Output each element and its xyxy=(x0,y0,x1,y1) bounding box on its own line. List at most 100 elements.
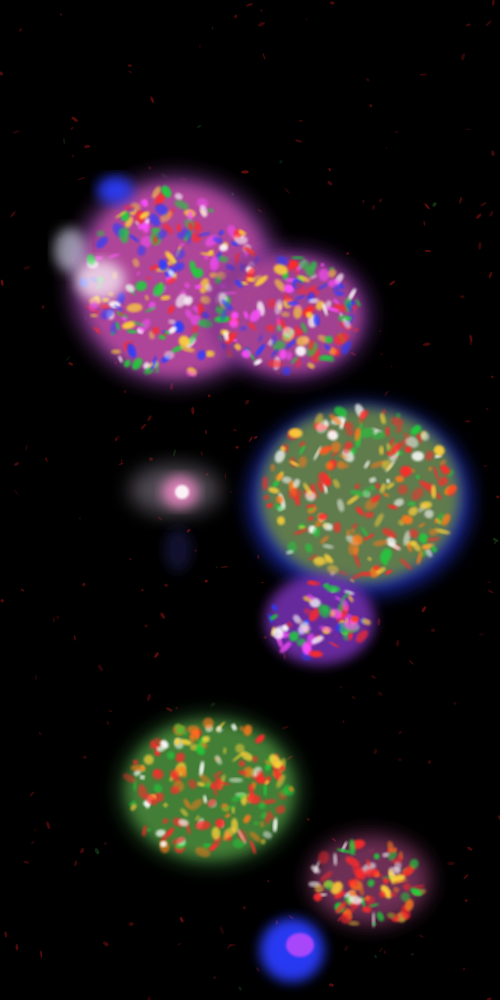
fluorescence-speck xyxy=(271,334,277,345)
fluorescence-speck xyxy=(289,460,300,467)
background-speck xyxy=(211,26,214,30)
fluorescence-speck xyxy=(115,210,127,219)
fluorescence-speck xyxy=(180,808,189,817)
fluorescence-speck xyxy=(288,488,302,500)
background-speck xyxy=(377,618,381,626)
fluorescence-speck xyxy=(230,311,239,320)
fluorescence-speck xyxy=(308,650,323,658)
background-speck xyxy=(385,147,388,150)
fluorescence-speck xyxy=(308,298,319,304)
background-speck xyxy=(233,428,237,432)
background-speck xyxy=(0,599,4,603)
fluorescence-speck xyxy=(228,777,243,783)
fluorescence-speck xyxy=(174,192,183,201)
fluorescence-speck xyxy=(303,482,312,496)
background-speck xyxy=(79,517,81,520)
fluorescence-speck xyxy=(219,243,229,252)
fluorescence-speck xyxy=(160,739,169,749)
background-speck xyxy=(191,407,195,415)
fluorescence-speck xyxy=(195,745,205,755)
background-speck xyxy=(44,457,48,462)
fluorescence-speck xyxy=(243,246,257,257)
background-speck xyxy=(147,996,151,1000)
fluorescence-speck xyxy=(202,843,212,849)
fluorescence-speck xyxy=(248,783,255,799)
background-speck xyxy=(149,457,153,461)
fluorescence-speck xyxy=(328,347,337,356)
background-speck xyxy=(421,606,427,613)
fluorescence-speck xyxy=(205,283,213,292)
background-speck xyxy=(461,53,465,61)
fluorescence-speck xyxy=(146,828,151,832)
fluorescence-speck xyxy=(269,613,278,621)
fluorescence-speck xyxy=(400,892,411,902)
fluorescence-speck xyxy=(379,483,386,494)
background-speck xyxy=(245,399,250,405)
fluorescence-speck xyxy=(237,229,247,236)
fluorescence-speck xyxy=(353,545,359,556)
background-speck xyxy=(465,128,472,131)
fluorescence-speck xyxy=(334,406,348,418)
background-speck xyxy=(295,139,303,143)
fluorescence-speck xyxy=(174,200,190,210)
fluorescence-speck xyxy=(337,498,345,512)
fluorescence-speck xyxy=(183,798,191,809)
fluorescence-speck xyxy=(252,755,259,763)
fluorescence-speck xyxy=(116,292,126,305)
fluorescence-speck xyxy=(180,345,195,353)
background-speck xyxy=(154,652,159,658)
fluorescence-speck xyxy=(395,475,405,483)
fluorescence-speck xyxy=(258,801,266,809)
fluorescence-speck xyxy=(225,264,236,271)
background-speck xyxy=(77,177,86,181)
background-speck xyxy=(369,104,373,108)
fluorescence-speck xyxy=(163,802,168,808)
fluorescence-speck xyxy=(346,303,354,313)
fluorescence-speck xyxy=(235,743,245,754)
fluorescence-speck xyxy=(399,558,412,570)
fluorescence-speck xyxy=(137,784,148,799)
background-speck xyxy=(82,582,86,587)
fluorescence-speck xyxy=(195,820,211,831)
fluorescence-speck xyxy=(166,277,177,284)
fluorescence-speck xyxy=(122,321,136,330)
fluorescence-speck xyxy=(260,811,268,819)
fluorescence-speck xyxy=(411,487,424,501)
fluorescence-speck xyxy=(318,625,333,633)
fluorescence-speck xyxy=(144,294,150,301)
background-speck xyxy=(140,423,147,430)
background-speck xyxy=(103,841,108,845)
fluorescence-speck xyxy=(233,228,239,239)
fluorescence-speck xyxy=(318,268,330,281)
fluorescence-speck xyxy=(151,355,157,370)
background-speck xyxy=(19,28,22,32)
fluorescence-speck xyxy=(207,798,216,808)
fluorescence-speck xyxy=(255,343,265,357)
background-speck xyxy=(129,558,132,560)
background-speck xyxy=(327,180,333,186)
fluorescence-speck xyxy=(270,348,279,358)
fluorescence-speck xyxy=(215,818,225,829)
fluorescence-speck xyxy=(214,755,222,765)
fluorescence-speck xyxy=(137,245,146,256)
background-speck xyxy=(118,463,124,465)
background-speck xyxy=(41,305,45,309)
background-speck xyxy=(432,202,437,207)
fluorescence-speck xyxy=(217,271,227,280)
fluorescence-speck xyxy=(340,591,350,602)
fluorescence-speck xyxy=(282,366,291,376)
background-speck xyxy=(483,465,488,468)
fluorescence-speck xyxy=(121,316,127,322)
fluorescence-speck xyxy=(410,887,422,896)
fluorescence-speck xyxy=(386,482,395,490)
fluorescence-speck xyxy=(308,339,315,351)
background-speck xyxy=(147,415,152,422)
background-speck xyxy=(496,495,500,499)
fluorescence-speck xyxy=(252,275,263,281)
fluorescence-speck xyxy=(295,345,307,357)
fluorescence-speck xyxy=(297,275,311,283)
fluorescence-speck xyxy=(175,725,187,736)
background-speck xyxy=(193,549,198,552)
fluorescence-speck xyxy=(386,537,397,547)
